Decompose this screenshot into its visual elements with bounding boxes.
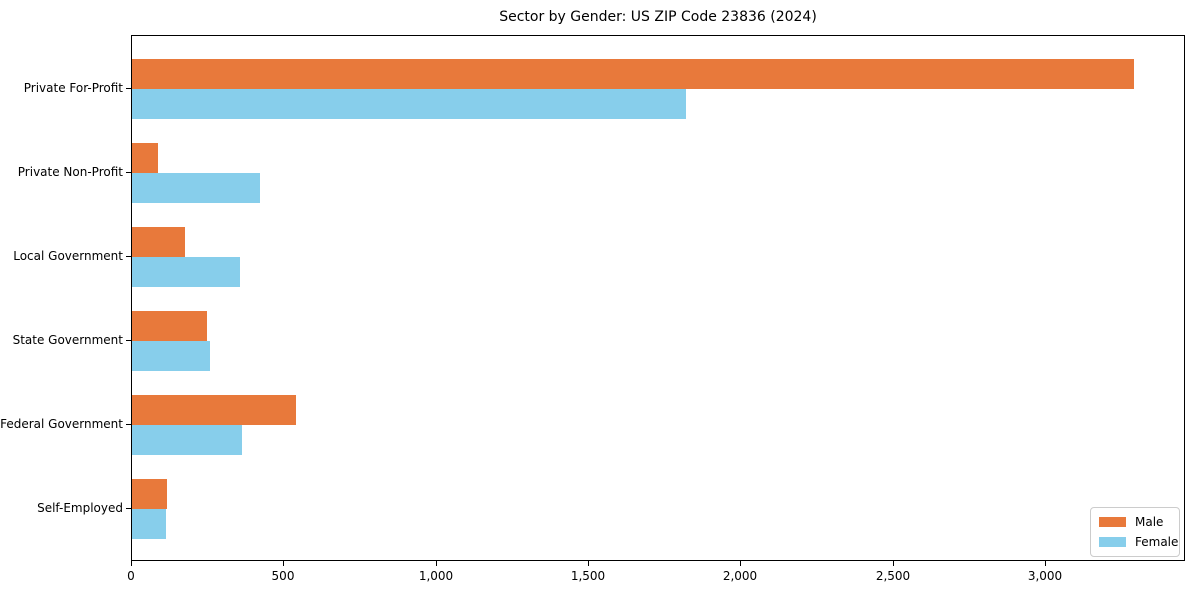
bar-male: [132, 59, 1134, 89]
legend-label: Female: [1135, 535, 1179, 549]
x-tick-mark: [740, 561, 741, 566]
x-tick-label: 2,500: [875, 569, 911, 583]
legend-swatch-male: [1099, 517, 1126, 527]
bar-female: [132, 257, 240, 287]
y-tick-mark: [126, 508, 131, 509]
y-tick-mark: [126, 340, 131, 341]
y-tick-mark: [126, 88, 131, 89]
plot-area: [131, 35, 1185, 561]
legend-label: Male: [1135, 515, 1164, 529]
y-tick-label: Private For-Profit: [23, 81, 123, 95]
legend-entry: Female: [1099, 535, 1178, 549]
y-tick-label: Self-Employed: [37, 501, 123, 515]
chart-title: Sector by Gender: US ZIP Code 23836 (202…: [499, 9, 817, 25]
x-tick-label: 2,000: [722, 569, 758, 583]
x-tick-mark: [893, 561, 894, 566]
legend-entry: Male: [1099, 515, 1171, 529]
y-tick-label: Federal Government: [0, 417, 123, 431]
y-tick-mark: [126, 172, 131, 173]
y-tick-mark: [126, 256, 131, 257]
bar-male: [132, 395, 296, 425]
bar-female: [132, 425, 242, 455]
x-tick-mark: [131, 561, 132, 566]
x-tick-label: 1,000: [418, 569, 454, 583]
x-tick-mark: [283, 561, 284, 566]
x-tick-mark: [588, 561, 589, 566]
x-tick-label: 0: [127, 569, 135, 583]
x-tick-label: 500: [271, 569, 295, 583]
x-tick-mark: [436, 561, 437, 566]
x-tick-mark: [1045, 561, 1046, 566]
bar-male: [132, 311, 207, 341]
x-tick-label: 1,500: [570, 569, 606, 583]
bar-female: [132, 509, 166, 539]
y-tick-label: Local Government: [13, 249, 123, 263]
bar-male: [132, 143, 158, 173]
legend-swatch-female: [1099, 537, 1126, 547]
bar-male: [132, 227, 185, 257]
x-tick-label: 3,000: [1027, 569, 1063, 583]
legend: Male Female: [1090, 507, 1180, 557]
y-tick-label: Private Non-Profit: [17, 165, 123, 179]
y-tick-label: State Government: [12, 333, 123, 347]
bar-male: [132, 479, 167, 509]
bar-female: [132, 89, 686, 119]
bar-female: [132, 173, 260, 203]
bar-female: [132, 341, 210, 371]
y-tick-mark: [126, 424, 131, 425]
